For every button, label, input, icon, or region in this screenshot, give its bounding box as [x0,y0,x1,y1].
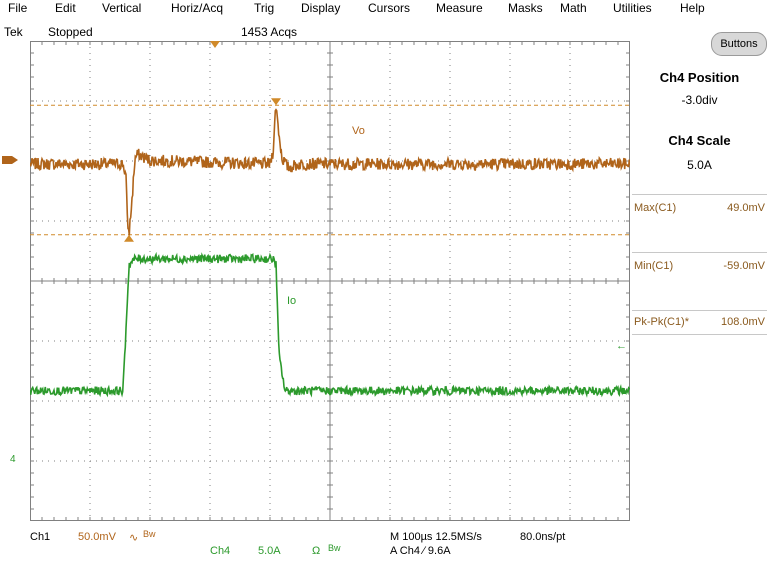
ch4-position-value[interactable]: -3.0div [681,93,718,107]
ch1-scale[interactable]: 50.0mV [78,531,116,543]
ch4-bandwidth-icon: Bw [328,543,341,553]
ch4-ground-marker[interactable]: 4 [10,454,16,465]
io-label: Io [287,295,296,307]
status-bar: Tek Stopped 1453 Acqs [0,22,632,40]
ch4-label[interactable]: Ch4 [210,545,231,557]
trigger-readout[interactable]: A Ch4 ∕ 9.6A [390,545,451,557]
measurement-value: 49.0mV [727,202,765,214]
divider [632,334,767,335]
ch4-scale-value[interactable]: 5.0A [687,158,712,172]
menu-edit[interactable]: Edit [55,1,76,15]
ch1-bandwidth-icon: Bw [143,529,156,539]
acquisition-count: 1453 Acqs [241,25,298,39]
buttons-button[interactable]: Buttons [711,32,767,56]
max-marker-icon [271,98,281,106]
menu-utilities[interactable]: Utilities [613,1,652,15]
acquisition-state: Stopped [48,25,93,39]
menu-vertical[interactable]: Vertical [102,1,142,15]
vo-label: Vo [352,125,365,137]
ch1-ground-marker[interactable] [2,154,28,166]
measurement-value: 108.0mV [720,316,765,328]
measurement-label: Max(C1) [634,202,677,214]
menu-cursors[interactable]: Cursors [368,1,411,15]
right-panel: Buttons Ch4 Position -3.0div Ch4 Scale 5… [616,22,767,561]
timebase-readout[interactable]: M 100µs 12.5MS/s [390,531,482,543]
measurement-value: -59.0mV [723,260,765,272]
menu-measure[interactable]: Measure [436,1,483,15]
divider [632,194,767,195]
divider [632,310,767,311]
min-marker-icon [124,234,134,242]
measurement-label: Pk-Pk(C1)* [634,316,690,328]
measurement-min[interactable]: Min(C1) -59.0mV [632,256,767,278]
ch4-trigger-level-arrow: ← [616,340,627,352]
divider [632,252,767,253]
brand-label: Tek [4,25,23,39]
menu-bar: File Edit Vertical Horiz/Acq Trig Displa… [0,0,767,18]
measurement-label: Min(C1) [634,260,674,272]
menu-math[interactable]: Math [560,1,587,15]
menu-display[interactable]: Display [301,1,341,15]
measurement-max[interactable]: Max(C1) 49.0mV [632,198,767,220]
ch4-scale-title: Ch4 Scale [668,133,731,148]
menu-trig[interactable]: Trig [254,1,275,15]
trigger-position-icon [210,41,220,48]
ch4-position-title: Ch4 Position [659,70,740,85]
menu-horiz-acq[interactable]: Horiz/Acq [171,1,224,15]
waveform-display[interactable]: Vo Io [30,41,630,521]
waveform-vo [30,108,630,236]
ch1-label[interactable]: Ch1 [30,531,51,543]
resolution-readout: 80.0ns/pt [520,531,566,543]
ch4-coupling-icon: Ω [312,545,321,557]
waveform-io [30,251,630,398]
menu-help[interactable]: Help [680,1,705,15]
bottom-readout: Ch1 50.0mV ∿ Bw Ch4 5.0A Ω Bw M 100µs 12… [0,520,632,561]
measurement-pk-pk[interactable]: Pk-Pk(C1)* 108.0mV [632,312,767,334]
ch1-coupling-icon: ∿ [129,532,139,544]
menu-masks[interactable]: Masks [508,1,543,15]
menu-file[interactable]: File [8,1,28,15]
ch4-scale[interactable]: 5.0A [258,545,281,557]
